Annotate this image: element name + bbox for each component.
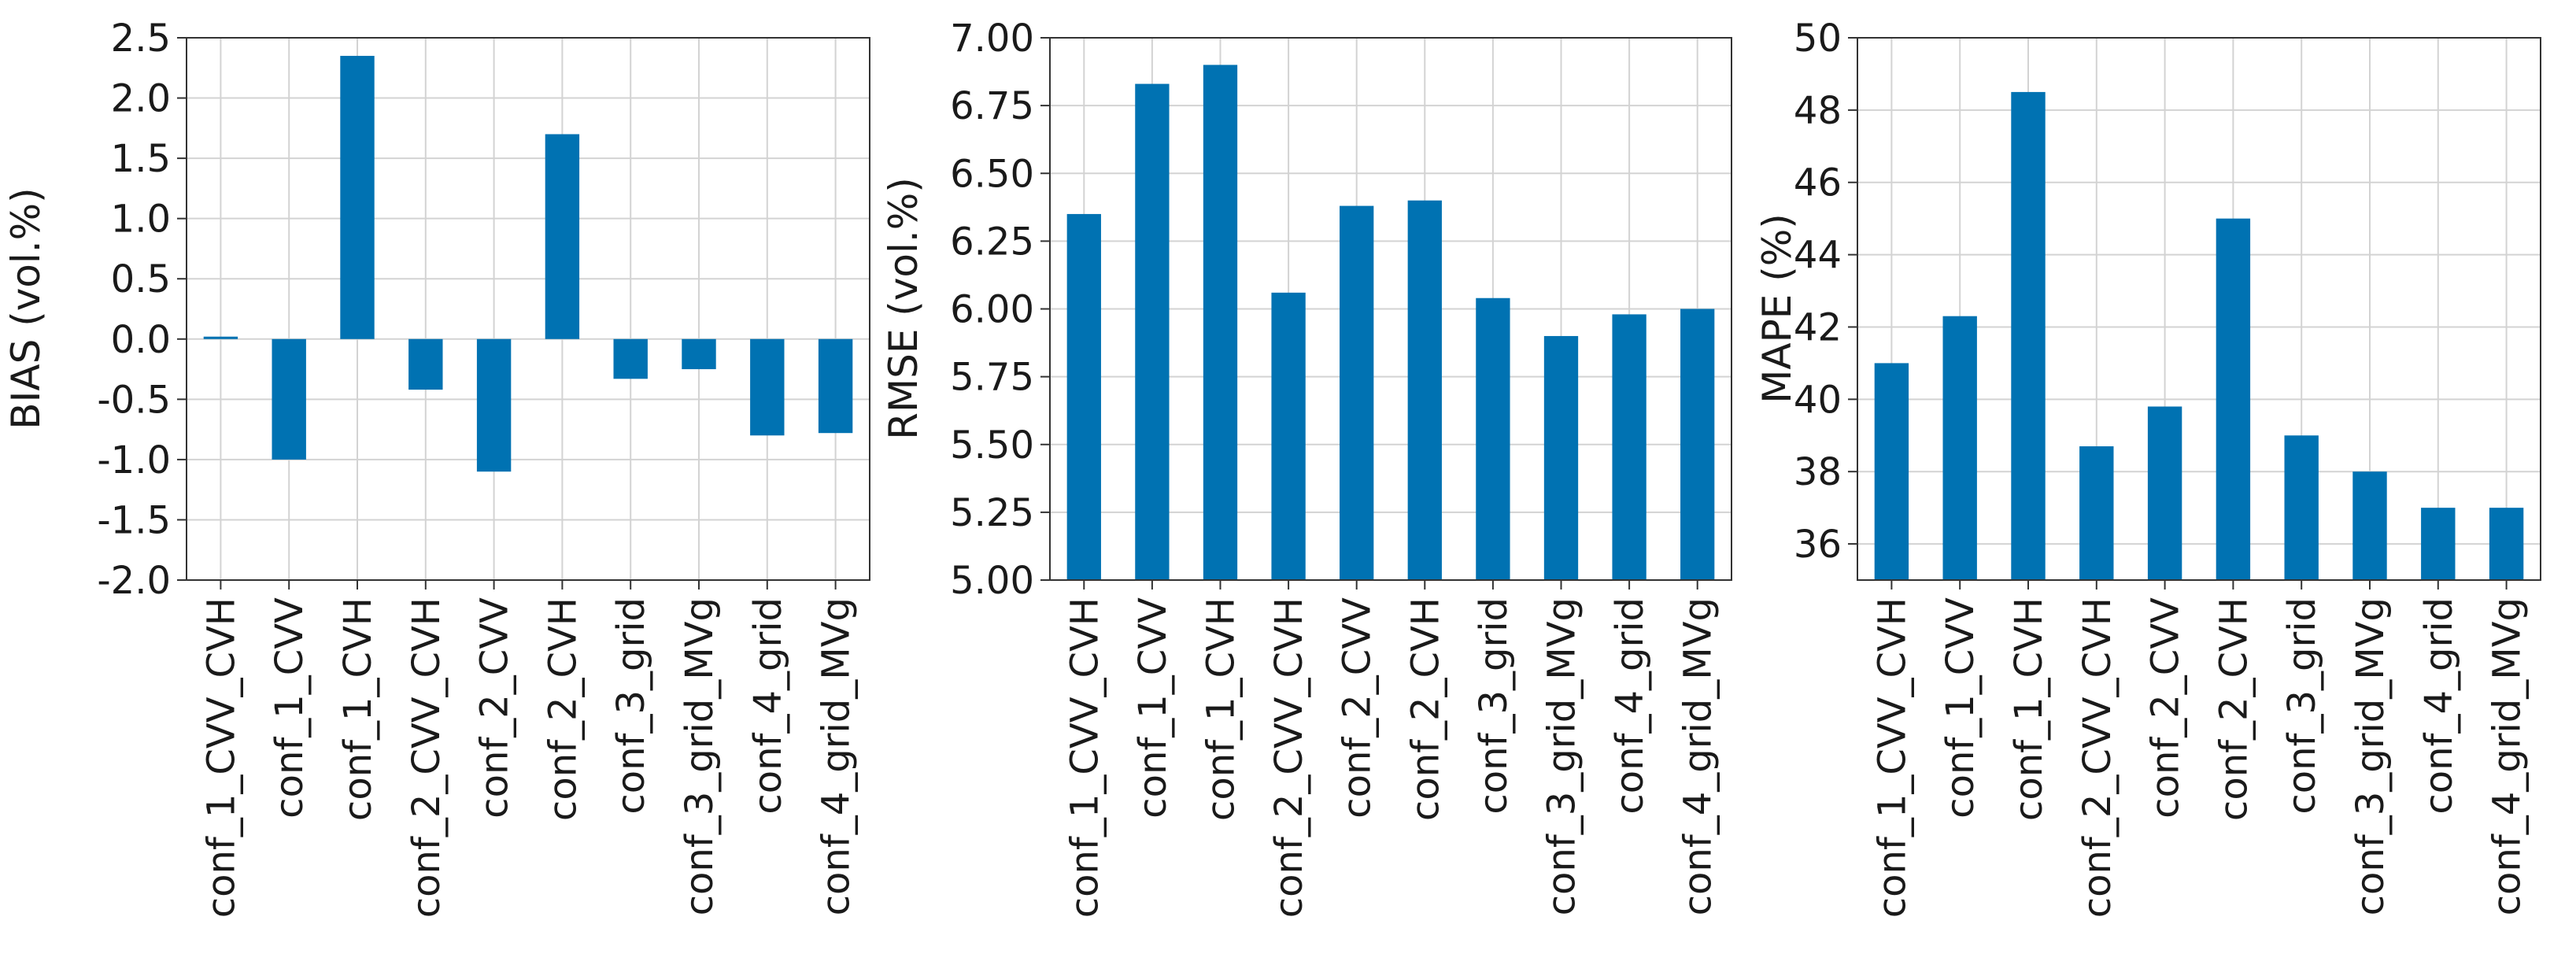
- bar-conf_3_grid_MVg: [682, 338, 716, 370]
- y-tick-label: 46: [1794, 161, 1842, 205]
- y-tick-label: 5.50: [950, 423, 1034, 468]
- x-tick-label: conf_3_grid_MVg: [1540, 597, 1584, 915]
- y-tick-label: 36: [1794, 523, 1842, 567]
- x-tick-label: conf_3_grid: [609, 597, 653, 815]
- y-tick-label: 2.5: [111, 17, 171, 61]
- plot-frame: [1049, 37, 1732, 581]
- y-axis-label: MAPE (%): [1754, 213, 1800, 404]
- bar-conf_4_grid: [2421, 508, 2456, 580]
- bar-conf_1_CVV: [1135, 83, 1170, 580]
- y-tick-label: 44: [1794, 234, 1842, 278]
- x-tick-label: conf_2_CVH: [541, 597, 585, 821]
- bar-conf_2_CVH: [545, 134, 580, 339]
- plot-frame: [1857, 37, 2541, 581]
- bar-conf_2_CVV: [476, 338, 512, 472]
- y-tick-label: 7.00: [950, 17, 1034, 61]
- bar-conf_1_CVV_CVH: [1874, 363, 1909, 580]
- bar-conf_3_grid_MVg: [1543, 335, 1579, 580]
- x-tick-label: conf_2_CVV_CVH: [405, 597, 449, 918]
- bar-conf_2_CVV_CVH: [408, 338, 443, 390]
- bar-conf_1_CVH: [340, 55, 375, 339]
- y-tick-label: 6.50: [950, 152, 1034, 196]
- bar-conf_3_grid: [2284, 435, 2319, 580]
- x-tick-label: conf_3_grid: [2280, 597, 2324, 815]
- bar-conf_2_CVV_CVH: [1271, 292, 1306, 580]
- y-tick-label: 38: [1794, 450, 1842, 494]
- y-tick-label: 6.00: [950, 288, 1034, 332]
- x-tick-label: conf_1_CVV_CVH: [199, 597, 243, 918]
- bar-conf_2_CVH: [1407, 200, 1442, 580]
- bar-conf_1_CVV_CVH: [1066, 213, 1101, 580]
- bar-conf_2_CVV: [2147, 406, 2182, 580]
- x-tick-label: conf_1_CVV_CVH: [1063, 597, 1107, 918]
- x-tick-label: conf_2_CVH: [1403, 597, 1447, 821]
- bar-conf_2_CVV: [1340, 205, 1374, 580]
- y-tick-label: -1.0: [97, 438, 171, 482]
- y-tick-label: 5.00: [950, 559, 1034, 603]
- bar-conf_3_grid_MVg: [2352, 471, 2387, 580]
- bar-conf_3_grid: [613, 338, 648, 379]
- x-tick-label: conf_2_CVV_CVH: [1267, 597, 1311, 918]
- x-tick-label: conf_1_CVV: [1938, 597, 1983, 819]
- x-tick-label: conf_2_CVV_CVH: [2075, 597, 2120, 918]
- x-tick-label: conf_3_grid_MVg: [678, 597, 722, 915]
- y-axis-label: BIAS (vol.%): [3, 187, 49, 429]
- y-tick-label: -2.0: [97, 559, 171, 603]
- bar-conf_1_CVV: [272, 338, 306, 460]
- x-tick-label: conf_4_grid: [2417, 597, 2461, 815]
- x-tick-label: conf_4_grid: [746, 597, 790, 815]
- x-tick-label: conf_2_CVV: [1336, 597, 1380, 819]
- x-tick-label: conf_3_grid_MVg: [2349, 597, 2393, 915]
- chart-panel-3: 36 38 40 42 44 46 48 50 conf_1_CVV_CVH conf_1_CVV…: [1754, 17, 2541, 918]
- y-tick-label: 40: [1794, 378, 1842, 422]
- y-tick-label: 48: [1794, 89, 1842, 133]
- x-tick-label: conf_1_CVH: [1199, 597, 1244, 821]
- bar-conf_1_CVH: [2011, 91, 2046, 580]
- x-tick-label: conf_2_CVV: [473, 597, 517, 819]
- y-axis-label: RMSE (vol.%): [881, 177, 926, 440]
- y-tick-label: 1.0: [111, 198, 171, 242]
- bar-conf_1_CVH: [1203, 65, 1238, 580]
- y-tick-label: 0.5: [111, 257, 171, 301]
- x-tick-label: conf_1_CVH: [336, 597, 380, 821]
- x-tick-label: conf_1_CVV_CVH: [1870, 597, 1914, 918]
- bar-conf_4_grid_MVg: [1680, 309, 1715, 580]
- chart-panel-1: -2.0 -1.5 -1.0 -0.5 0.0 0.5 1.0 1.5 2.0 2.5 conf_1…: [3, 17, 870, 918]
- bar-conf_2_CVV_CVH: [2079, 446, 2114, 580]
- y-tick-label: 5.75: [950, 356, 1034, 400]
- y-tick-label: 1.5: [111, 137, 171, 181]
- bar-conf_4_grid_MVg: [818, 338, 853, 434]
- x-tick-label: conf_1_CVV: [268, 597, 312, 819]
- bar-conf_4_grid_MVg: [2489, 508, 2524, 580]
- bar-conf_3_grid: [1476, 298, 1510, 580]
- plot-frame: [186, 37, 870, 581]
- x-tick-label: conf_2_CVV: [2144, 597, 2188, 819]
- y-tick-label: 42: [1794, 305, 1842, 349]
- y-tick-label: 50: [1794, 17, 1842, 61]
- x-tick-label: conf_4_grid_MVg: [815, 597, 859, 915]
- x-tick-label: conf_3_grid: [1472, 597, 1516, 815]
- bar-conf_2_CVH: [2216, 218, 2251, 580]
- bar-conf_1_CVV: [1942, 316, 1977, 580]
- x-tick-label: conf_4_grid_MVg: [1676, 597, 1720, 915]
- x-tick-label: conf_2_CVH: [2212, 597, 2256, 821]
- x-tick-label: conf_4_grid: [1608, 597, 1652, 815]
- chart-panel-2: 5.00 5.25 5.50 5.75 6.00 6.25 6.50 6.75 7.00 conf…: [881, 17, 1732, 918]
- bar-conf_1_CVV_CVH: [203, 336, 238, 339]
- x-tick-label: conf_4_grid_MVg: [2485, 597, 2530, 915]
- bar-conf_4_grid: [750, 338, 785, 436]
- y-tick-label: 0.0: [111, 318, 171, 362]
- x-tick-label: conf_1_CVV: [1131, 597, 1175, 819]
- x-tick-label: conf_1_CVH: [2007, 597, 2051, 821]
- y-tick-label: -0.5: [97, 378, 171, 422]
- y-tick-label: 2.0: [111, 77, 171, 121]
- y-tick-label: -1.5: [97, 498, 171, 542]
- bar-conf_4_grid: [1612, 314, 1646, 580]
- y-tick-label: 6.75: [950, 84, 1034, 128]
- y-tick-label: 6.25: [950, 220, 1034, 264]
- y-tick-label: 5.25: [950, 491, 1034, 535]
